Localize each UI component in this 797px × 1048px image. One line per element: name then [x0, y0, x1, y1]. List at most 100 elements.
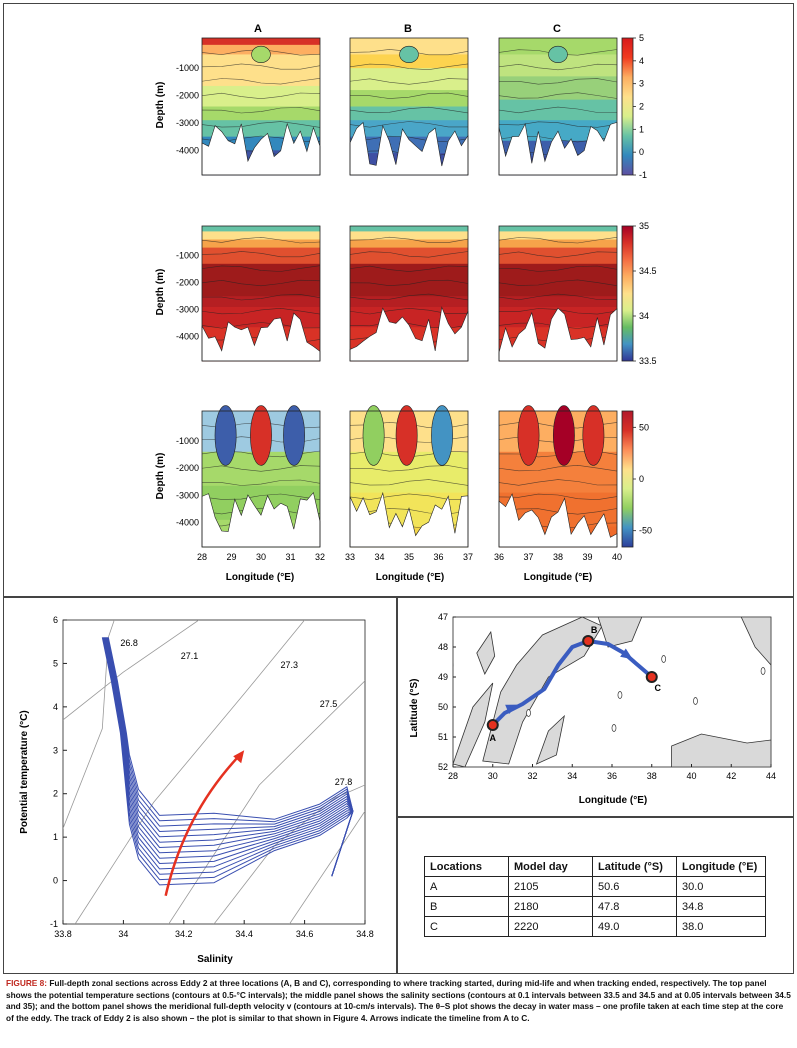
colorbar-tick-label: 0	[639, 474, 644, 484]
panel-border	[498, 225, 618, 362]
contour-line	[201, 465, 321, 472]
lon-tick-label: 32	[315, 552, 325, 562]
y-tick-label: 6	[53, 615, 58, 625]
y-tick-label: 50	[438, 702, 448, 712]
contour-line	[498, 78, 618, 85]
colorbar-tick-label: 1	[639, 124, 644, 134]
contour-line	[498, 493, 618, 501]
table-header: Model day	[508, 856, 593, 877]
table-cell: 50.6	[592, 876, 677, 897]
x-tick-label: 34.8	[356, 929, 374, 939]
shallow-area	[535, 714, 565, 765]
section-panel	[349, 405, 469, 548]
contour-line	[349, 465, 469, 472]
density-label: 27.1	[181, 651, 199, 661]
colorbar-tick-label: 34	[639, 311, 649, 321]
location-marker	[645, 671, 658, 683]
contour-band	[350, 90, 468, 107]
contour-line	[201, 251, 321, 258]
lon-tick-label: 36	[494, 552, 504, 562]
ts-xlabel: Salinity	[197, 954, 233, 965]
contour-band	[499, 99, 617, 121]
section-panel	[498, 405, 618, 548]
x-tick-label: 34.6	[296, 929, 314, 939]
depth-tick-label: -3000	[176, 490, 199, 500]
x-tick-label: 40	[686, 771, 696, 781]
velocity-core	[395, 405, 418, 466]
contour-band	[202, 239, 320, 249]
contour-band	[499, 239, 617, 249]
contour-line	[498, 63, 618, 71]
table-cell: 49.0	[592, 916, 677, 937]
depth-tick-label: -1000	[176, 436, 199, 446]
x-tick-label: 42	[726, 771, 736, 781]
caption-lead: FIGURE 8:	[6, 978, 48, 988]
location-marker	[582, 635, 595, 647]
colorbar-tick-label: 33.5	[639, 356, 657, 366]
bathymetry-mask	[349, 306, 469, 362]
lon-label-c: Longitude (°E)	[524, 572, 592, 583]
map-xlabel: Longitude (°E)	[579, 795, 647, 806]
depth-tick-label: -4000	[176, 518, 199, 528]
caption-text: Full-depth zonal sections across Eddy 2 …	[6, 978, 791, 1023]
contour-speck	[526, 709, 531, 717]
table-cell: 34.8	[676, 896, 766, 917]
depth-tick-label: -2000	[176, 91, 199, 101]
contour-band	[350, 106, 468, 121]
depth-label-row1: Depth (m)	[155, 82, 166, 129]
section-panel	[201, 225, 321, 362]
y-tick-label: 52	[438, 762, 448, 772]
table-cell: A	[424, 876, 509, 897]
table-row: A 2105 50.6 30.0	[424, 876, 766, 897]
contour-band	[350, 296, 468, 308]
x-tick-label: 36	[607, 771, 617, 781]
theta-s-plot: 26.827.127.327.527.833.8 34 34.2 34.4 34.6 34…	[19, 615, 374, 965]
x-tick-label: 33.8	[54, 929, 72, 939]
y-tick-label: 51	[438, 732, 448, 742]
lon-tick-label: 28	[197, 552, 207, 562]
colorbar	[621, 225, 634, 362]
depth-label-row2: Depth (m)	[155, 269, 166, 316]
column-letter-b: B	[404, 23, 412, 35]
contour-band	[202, 226, 320, 232]
contour-speck	[661, 655, 667, 663]
section-panel	[201, 37, 321, 176]
y-tick-label: 2	[53, 789, 58, 799]
depth-tick-label: -3000	[176, 305, 199, 315]
colorbar-tick-label: -1	[639, 170, 647, 180]
section-panel	[498, 225, 618, 362]
y-tick-label: 3	[53, 745, 58, 755]
table-row: C 2220 49.0 38.0	[424, 916, 766, 937]
contour-band	[202, 38, 320, 46]
contour-line	[498, 92, 618, 99]
contour-band	[202, 106, 320, 121]
colorbar-tick-label: 2	[639, 102, 644, 112]
timeline-arrowhead	[233, 750, 245, 764]
y-tick-label: 1	[53, 832, 58, 842]
bathymetry-mask	[349, 121, 469, 176]
y-tick-label: 49	[438, 672, 448, 682]
bathymetry-mask	[201, 491, 321, 548]
contour-band	[499, 247, 617, 265]
shallow-areas	[453, 617, 771, 767]
contour-line	[349, 479, 469, 486]
colorbar-tick-label: 0	[639, 147, 644, 157]
x-tick-label: 34.2	[175, 929, 193, 939]
density-isoline	[74, 620, 305, 924]
colorbar	[621, 410, 634, 548]
lon-tick-label: 40	[612, 552, 622, 562]
colorbar-tick-label: -50	[639, 526, 652, 536]
panel-border	[498, 410, 618, 548]
table-row: B 2180 47.8 34.8	[424, 896, 766, 917]
lon-tick-label: 37	[463, 552, 473, 562]
contour-band	[499, 226, 617, 232]
colorbar-tick-label: 50	[639, 422, 649, 432]
contour-band	[499, 54, 617, 77]
contour-band	[499, 231, 617, 240]
table-cell: 2105	[508, 876, 593, 897]
contour-line	[498, 479, 618, 486]
bathymetry-mask	[498, 307, 618, 362]
table-cell: 2220	[508, 916, 593, 937]
lon-tick-label: 36	[433, 552, 443, 562]
depth-tick-label: -3000	[176, 118, 199, 128]
